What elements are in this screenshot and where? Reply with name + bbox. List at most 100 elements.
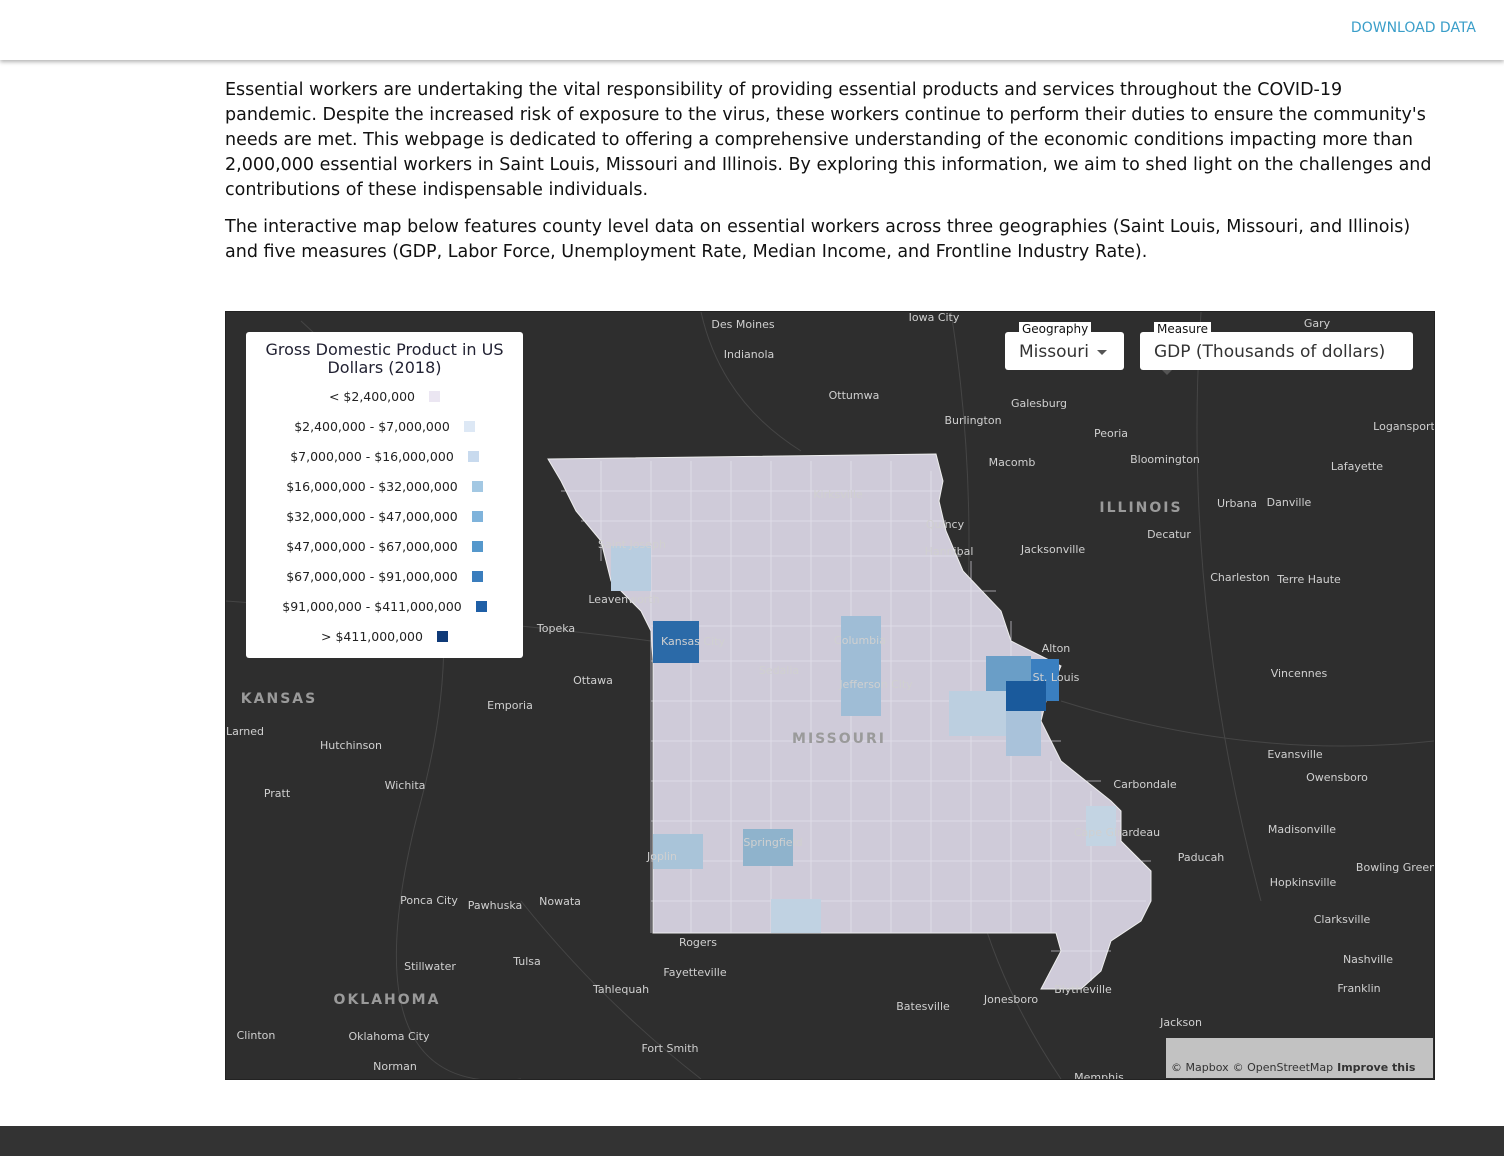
map[interactable]: Des Moines Indianola Iowa City Ottumwa Burli… (225, 311, 1435, 1080)
header: DOWNLOAD DATA (0, 0, 1504, 60)
place-label: Hannibal (925, 545, 974, 558)
place-label: Jackson (1159, 1016, 1202, 1029)
attribution-link[interactable]: © OpenStreetMap (1232, 1061, 1334, 1074)
place-label: Madisonville (1268, 823, 1336, 836)
legend-item: < $2,400,000 (246, 381, 523, 411)
place-label: Quincy (926, 518, 965, 531)
legend-swatch (471, 480, 483, 492)
place-label: Clinton (237, 1029, 276, 1042)
place-label: Lafayette (1331, 460, 1383, 473)
region-label: ILLINOIS (1099, 500, 1182, 516)
place-label: Decatur (1147, 528, 1191, 541)
place-label: Jacksonville (1020, 543, 1086, 556)
place-label: Hopkinsville (1270, 876, 1337, 889)
place-label: Bowling Green (1356, 861, 1434, 874)
legend-item: $91,000,000 - $411,000,000 (246, 591, 523, 621)
place-label: Rogers (679, 936, 717, 949)
place-label: Ottumwa (829, 389, 880, 402)
geography-dropdown[interactable]: Geography Missouri (1005, 322, 1124, 370)
place-label: Memphis (1074, 1071, 1124, 1079)
place-label: Peoria (1094, 427, 1128, 440)
attribution-link[interactable]: © Mapbox (1171, 1061, 1229, 1074)
legend-item: $47,000,000 - $67,000,000 (246, 531, 523, 561)
place-label: Springfield (743, 836, 802, 849)
place-label: Hutchinson (320, 739, 382, 752)
place-label: Leavenworth (588, 593, 659, 606)
place-label: Stillwater (404, 960, 456, 973)
paragraph: Essential workers are undertaking the vi… (225, 80, 1432, 200)
place-label: Burlington (944, 414, 1001, 427)
legend-label: $2,400,000 - $7,000,000 (294, 418, 450, 434)
place-label: Alton (1042, 642, 1071, 655)
legend-swatch (467, 450, 479, 462)
place-label: Jefferson City (838, 678, 913, 691)
footer (0, 1126, 1504, 1156)
place-label: Macomb (989, 456, 1036, 469)
place-label: Terre Haute (1276, 573, 1341, 586)
place-label: Des Moines (711, 318, 774, 331)
place-label: Galesburg (1011, 397, 1067, 410)
place-label: Vincennes (1271, 667, 1328, 680)
place-label: Clarksville (1314, 913, 1371, 926)
legend-swatch (436, 630, 448, 642)
legend-swatch (463, 420, 475, 432)
place-label: Charleston (1210, 571, 1270, 584)
place-label: Fort Smith (641, 1042, 698, 1055)
place-label: Cape Girardeau (1074, 826, 1160, 839)
place-label: Bloomington (1130, 453, 1200, 466)
legend-item: $2,400,000 - $7,000,000 (246, 411, 523, 441)
place-label: St. Louis (1033, 671, 1080, 684)
place-label: Franklin (1337, 982, 1380, 995)
place-label: Urbana (1217, 497, 1257, 510)
place-label: Fayetteville (663, 966, 726, 979)
place-label: Evansville (1267, 748, 1323, 761)
place-label: Larned (226, 725, 264, 738)
intro: Essential workers are undertaking the vi… (225, 78, 1437, 277)
place-label: Saint Joseph (598, 538, 666, 551)
place-label: Kirksville (813, 488, 863, 501)
place-label: Tahlequah (592, 983, 649, 996)
place-label: Columbia (834, 634, 886, 647)
place-label: Paducah (1178, 851, 1225, 864)
place-label: Carbondale (1113, 778, 1176, 791)
legend-swatch (471, 540, 483, 552)
place-label: Owensboro (1306, 771, 1368, 784)
legend-item: $67,000,000 - $91,000,000 (246, 561, 523, 591)
legend-swatch (475, 600, 487, 612)
legend-label: $67,000,000 - $91,000,000 (286, 568, 458, 584)
place-label: Batesville (896, 1000, 950, 1013)
place-label: Ottawa (573, 674, 613, 687)
place-label: Wichita (385, 779, 426, 792)
map-canvas: Des Moines Indianola Iowa City Ottumwa Burli… (226, 312, 1434, 1079)
region-label: OKLAHOMA (334, 992, 441, 1008)
place-label: Pratt (264, 787, 291, 800)
paragraph: The interactive map below features count… (225, 217, 1411, 262)
legend-swatch (471, 570, 483, 582)
place-label: Topeka (536, 622, 575, 635)
place-label: Kansas City (661, 635, 725, 648)
region-label: MISSOURI (792, 731, 886, 747)
place-label: Sedalia (759, 664, 799, 677)
legend-label: $7,000,000 - $16,000,000 (290, 448, 454, 464)
dropdown-label: Geography (1019, 322, 1092, 336)
attribution-link[interactable]: Improve this map (1171, 1061, 1416, 1079)
legend-swatch (471, 510, 483, 522)
legend-item: $16,000,000 - $32,000,000 (246, 471, 523, 501)
place-label: Tulsa (512, 955, 541, 968)
place-label: Iowa City (909, 312, 960, 324)
legend-label: $16,000,000 - $32,000,000 (286, 478, 458, 494)
place-label: Jonesboro (983, 993, 1038, 1006)
legend-item: $7,000,000 - $16,000,000 (246, 441, 523, 471)
place-label: Danville (1267, 496, 1312, 509)
download-link[interactable]: DOWNLOAD DATA (1350, 20, 1476, 36)
legend-label: > $411,000,000 (321, 628, 423, 644)
place-label: Nashville (1343, 953, 1393, 966)
dropdown-value: GDP (Thousands of dollars) (1154, 342, 1386, 362)
legend-label: $47,000,000 - $67,000,000 (286, 538, 458, 554)
place-label: Logansport (1373, 420, 1434, 433)
measure-dropdown[interactable]: Measure GDP (Thousands of dollars) (1140, 322, 1413, 375)
legend: Gross Domestic Product in US Dollars (20… (246, 332, 523, 658)
place-label: Pawhuska (468, 899, 522, 912)
